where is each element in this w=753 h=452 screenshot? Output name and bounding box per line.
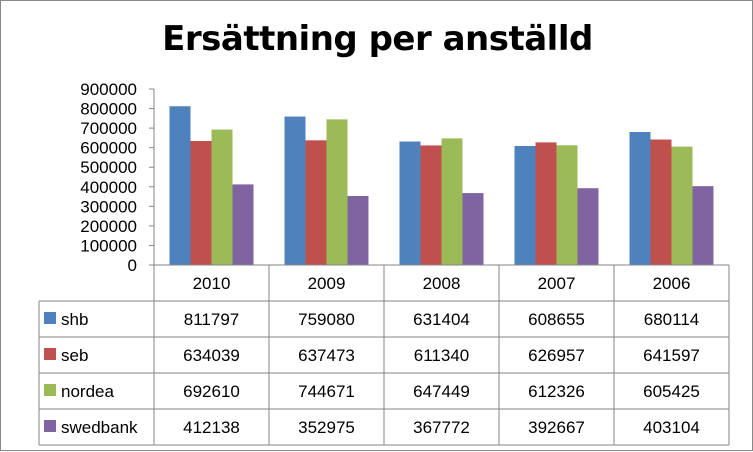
data-label-shb: 680114 (644, 310, 699, 329)
data-label-nordea: 612326 (528, 382, 585, 401)
bar-nordea-2010 (211, 129, 233, 265)
bar-shb-2010 (169, 106, 191, 265)
x-tick-label: 2009 (308, 274, 346, 293)
bar-shb-2008 (399, 141, 421, 265)
bar-swedbank-2009 (347, 195, 369, 265)
legend-label-shb: shb (61, 310, 88, 329)
bar-seb-2007 (535, 142, 557, 265)
legend-key-swedbank (44, 420, 56, 432)
legend-key-shb (44, 312, 56, 324)
bar-swedbank-2006 (692, 186, 714, 265)
y-tick-label: 800000 (80, 100, 137, 119)
bar-nordea-2007 (556, 145, 578, 265)
data-label-seb: 611340 (414, 346, 469, 365)
x-tick-label: 2008 (423, 274, 461, 293)
data-label-swedbank: 412138 (183, 418, 240, 437)
y-tick-label: 100000 (80, 236, 137, 255)
data-label-nordea: 744671 (298, 382, 355, 401)
bar-seb-2010 (190, 141, 212, 265)
data-label-nordea: 647449 (413, 382, 470, 401)
bar-seb-2006 (650, 139, 672, 265)
data-label-seb: 637473 (298, 346, 355, 365)
bar-nordea-2006 (671, 146, 693, 265)
data-label-shb: 631404 (413, 310, 470, 329)
data-label-swedbank: 352975 (298, 418, 355, 437)
bar-shb-2009 (284, 116, 306, 266)
bar-nordea-2009 (326, 119, 348, 265)
legend-label-nordea: nordea (61, 382, 114, 401)
data-label-seb: 626957 (528, 346, 585, 365)
data-label-seb: 641597 (643, 346, 700, 365)
data-label-swedbank: 392667 (528, 418, 585, 437)
data-label-shb: 608655 (528, 310, 585, 329)
bar-shb-2006 (629, 131, 651, 265)
y-tick-label: 300000 (80, 197, 137, 216)
data-label-swedbank: 403104 (643, 418, 700, 437)
data-label-swedbank: 367772 (413, 418, 470, 437)
y-tick-label: 700000 (80, 119, 137, 138)
legend-key-nordea (44, 384, 56, 396)
x-tick-label: 2010 (193, 274, 231, 293)
x-tick-label: 2006 (653, 274, 691, 293)
y-tick-label: 900000 (80, 80, 137, 99)
legend-label-seb: seb (61, 346, 88, 365)
y-tick-label: 0 (128, 256, 137, 275)
data-label-shb: 811797 (184, 310, 239, 329)
data-label-shb: 759080 (298, 310, 355, 329)
y-tick-label: 500000 (80, 158, 137, 177)
chart-title: Ersättning per anställd (162, 19, 593, 59)
data-label-nordea: 605425 (643, 382, 700, 401)
legend-label-swedbank: swedbank (61, 418, 138, 437)
bar-nordea-2008 (441, 138, 463, 265)
data-label-seb: 634039 (183, 346, 240, 365)
y-tick-label: 400000 (80, 178, 137, 197)
y-tick-label: 600000 (80, 139, 137, 158)
data-label-nordea: 692610 (183, 382, 240, 401)
legend-key-seb (44, 348, 56, 360)
y-tick-label: 200000 (80, 217, 137, 236)
bar-seb-2009 (305, 140, 327, 265)
bar-seb-2008 (420, 145, 442, 265)
bar-shb-2007 (514, 145, 536, 265)
bar-swedbank-2007 (577, 188, 599, 265)
bar-swedbank-2010 (232, 184, 254, 265)
x-tick-label: 2007 (538, 274, 576, 293)
bar-swedbank-2008 (462, 193, 484, 265)
